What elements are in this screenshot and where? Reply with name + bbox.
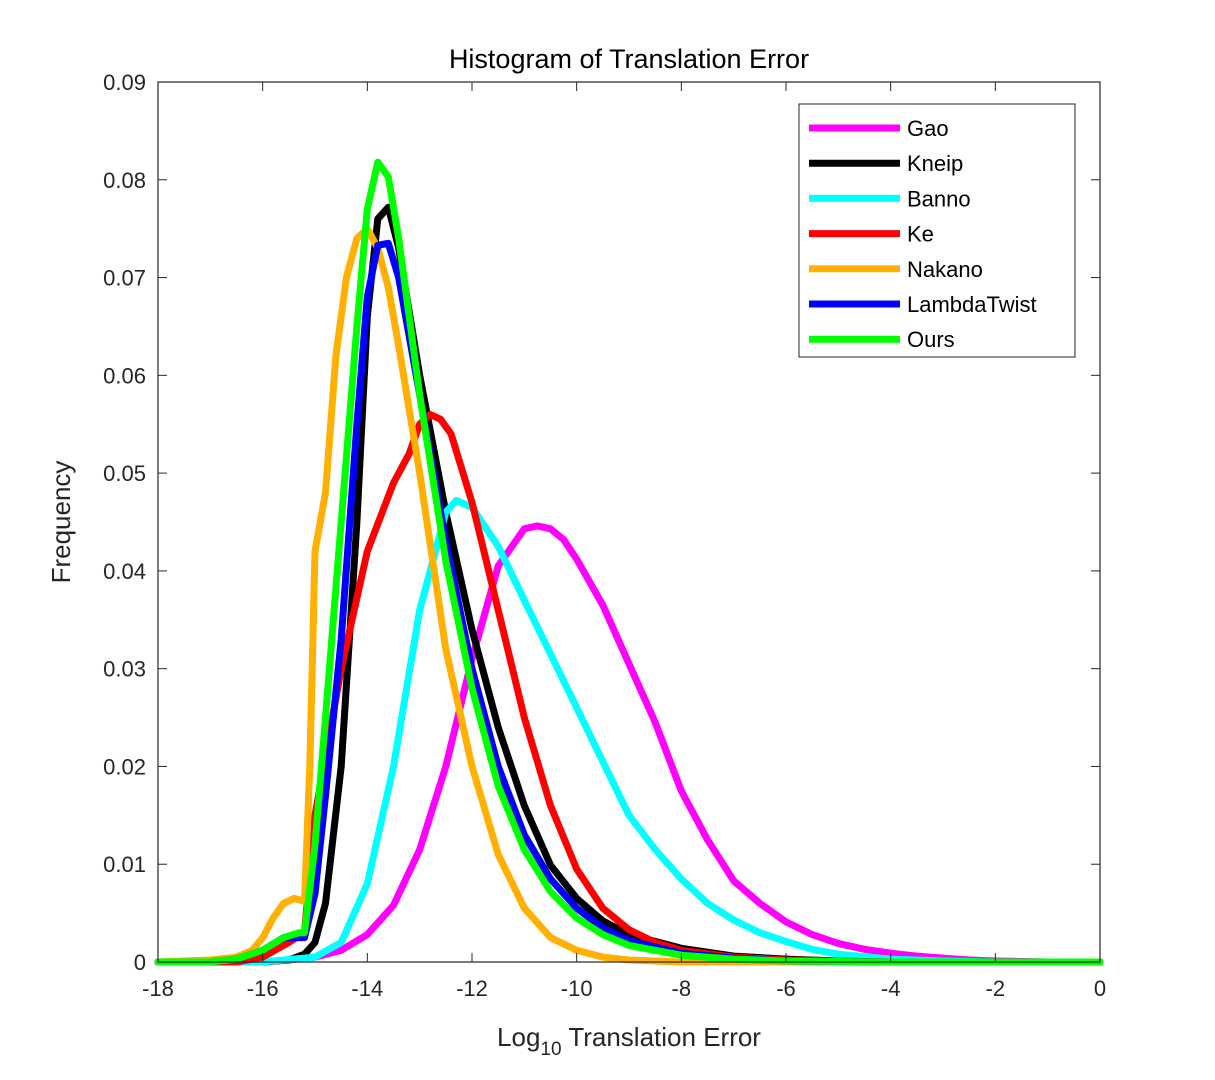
chart-title: Histogram of Translation Error	[449, 44, 809, 74]
y-tick-label: 0.08	[103, 168, 146, 193]
series-line-nakano	[154, 225, 1104, 966]
y-tick-label: 0.04	[103, 559, 146, 584]
x-axis-label: Log10 Translation Error	[497, 1022, 761, 1060]
axes-box	[157, 81, 1101, 963]
legend-label-nakano: Nakano	[907, 257, 983, 282]
y-tick-label: 0.02	[103, 754, 146, 779]
y-axis-label: Frequency	[46, 461, 76, 584]
y-tick-label: 0.03	[103, 657, 146, 682]
x-tick-label: -18	[142, 976, 174, 1001]
legend-label-banno: Banno	[907, 186, 971, 211]
legend-label-kneip: Kneip	[907, 151, 963, 176]
y-tick-label: 0.01	[103, 852, 146, 877]
x-axis-label-suffix: Translation Error	[562, 1022, 762, 1052]
y-tick-label: 0	[134, 950, 146, 975]
y-tick-label: 0.06	[103, 363, 146, 388]
series-layer	[154, 158, 1104, 966]
x-tick-label: -10	[561, 976, 593, 1001]
y-tick-label: 0.05	[103, 461, 146, 486]
x-tick-label: -12	[456, 976, 488, 1001]
x-tick-label: 0	[1094, 976, 1106, 1001]
legend-label-ours: Ours	[907, 327, 955, 352]
x-tick-label: -14	[351, 976, 383, 1001]
x-axis-label-prefix: Log	[497, 1022, 540, 1052]
series-line-banno	[154, 497, 1104, 966]
legend-label-lambdatwist: LambdaTwist	[907, 292, 1037, 317]
series-line-gao	[154, 522, 1104, 966]
x-tick-label: -6	[776, 976, 796, 1001]
y-tick-label: 0.07	[103, 266, 146, 291]
y-tick-label: 0.09	[103, 70, 146, 95]
series-line-ours	[154, 158, 1104, 966]
x-tick-label: -2	[986, 976, 1006, 1001]
x-tick-label: -4	[881, 976, 901, 1001]
x-axis-label-subscript: 10	[540, 1039, 561, 1060]
legend-label-gao: Gao	[907, 116, 949, 141]
tick-layer: -18 -16 -14 -12 -10 -8 -6 -4 -2 0 0 0.01 0.02 0.03 0.0…	[103, 70, 1106, 1001]
legend-label-ke: Ke	[907, 222, 934, 247]
x-tick-label: -16	[247, 976, 279, 1001]
legend: Gao Kneip Banno Ke Nakano LambdaTwist Ours	[798, 103, 1076, 358]
x-tick-label: -8	[672, 976, 692, 1001]
